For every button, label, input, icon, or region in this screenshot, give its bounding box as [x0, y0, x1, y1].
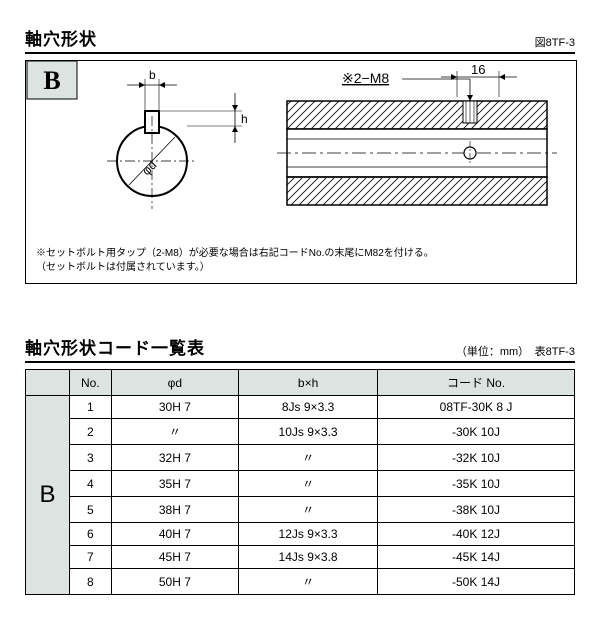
cell: 〃	[239, 471, 378, 497]
th-phid: φd	[111, 370, 238, 396]
cell: 08TF-30K 8 J	[378, 396, 575, 419]
table-row: 2〃10Js 9×3.3-30K 10J	[26, 419, 575, 445]
label-b: b	[149, 68, 156, 82]
table-row: 850H 7〃-50K 14J	[26, 569, 575, 595]
cell: -50K 14J	[378, 569, 575, 595]
cell: 1	[70, 396, 112, 419]
cell: 45H 7	[111, 546, 238, 569]
cell: 5	[70, 497, 112, 523]
drawing-letter-B: B	[43, 66, 60, 95]
table-row: 435H 7〃-35K 10J	[26, 471, 575, 497]
diagram-note: ※セットボルト用タップ（2-M8）が必要な場合は右記コードNo.の末尾にM82を…	[26, 241, 576, 283]
th-bh: b×h	[239, 370, 378, 396]
cell: 2	[70, 419, 112, 445]
label-h: h	[241, 112, 248, 126]
cell: -40K 12J	[378, 523, 575, 546]
cell: -35K 10J	[378, 471, 575, 497]
cell: -32K 10J	[378, 445, 575, 471]
table-row: B130H 78Js 9×3.308TF-30K 8 J	[26, 396, 575, 419]
cell: -30K 10J	[378, 419, 575, 445]
section2-title: 軸穴形状コード一覧表	[25, 334, 205, 359]
cell: 〃	[239, 569, 378, 595]
tech-drawing: B φd b h	[26, 61, 576, 241]
cell: 7	[70, 546, 112, 569]
table-row: 538H 7〃-38K 10J	[26, 497, 575, 523]
table-row: 745H 714Js 9×3.8-45K 14J	[26, 546, 575, 569]
note-line2: （セットボルトは付属されています。）	[36, 262, 210, 273]
section1-title: 軸穴形状	[25, 25, 97, 50]
label-16: 16	[471, 62, 485, 77]
th-code: コード No.	[378, 370, 575, 396]
code-table-body: B130H 78Js 9×3.308TF-30K 8 J2〃10Js 9×3.3…	[26, 396, 575, 595]
cell: 35H 7	[111, 471, 238, 497]
diagram-box: B φd b h	[25, 60, 577, 284]
cell: 8Js 9×3.3	[239, 396, 378, 419]
note-line1: ※セットボルト用タップ（2-M8）が必要な場合は右記コードNo.の末尾にM82を…	[36, 248, 434, 259]
section2-unit-label: （単位：mm） 表8TF-3	[456, 343, 575, 359]
section2-title-row: 軸穴形状コード一覧表 （単位：mm） 表8TF-3	[25, 334, 575, 363]
cell: 40H 7	[111, 523, 238, 546]
cell: 30H 7	[111, 396, 238, 419]
cell: 4	[70, 471, 112, 497]
row-group-B: B	[26, 396, 70, 595]
cell: 38H 7	[111, 497, 238, 523]
cell: 50H 7	[111, 569, 238, 595]
cell: -38K 10J	[378, 497, 575, 523]
cell: 6	[70, 523, 112, 546]
table-row: 640H 712Js 9×3.3-40K 12J	[26, 523, 575, 546]
side-view: ※2−M8 16	[277, 62, 557, 205]
cell: -45K 14J	[378, 546, 575, 569]
th-blank	[26, 370, 70, 396]
end-view: φd b h	[107, 68, 248, 209]
th-no: No.	[70, 370, 112, 396]
section1-fig-id: 図8TF-3	[535, 34, 575, 50]
cell: 〃	[239, 497, 378, 523]
cell: 〃	[239, 445, 378, 471]
table-row: 332H 7〃-32K 10J	[26, 445, 575, 471]
cell: 10Js 9×3.3	[239, 419, 378, 445]
cell: 3	[70, 445, 112, 471]
cell: 〃	[111, 419, 238, 445]
label-bolt: ※2−M8	[342, 70, 389, 86]
cell: 32H 7	[111, 445, 238, 471]
cell: 14Js 9×3.8	[239, 546, 378, 569]
cell: 12Js 9×3.3	[239, 523, 378, 546]
section1-title-row: 軸穴形状 図8TF-3	[25, 25, 575, 54]
cell: 8	[70, 569, 112, 595]
code-table: No. φd b×h コード No. B130H 78Js 9×3.308TF-…	[25, 369, 575, 595]
